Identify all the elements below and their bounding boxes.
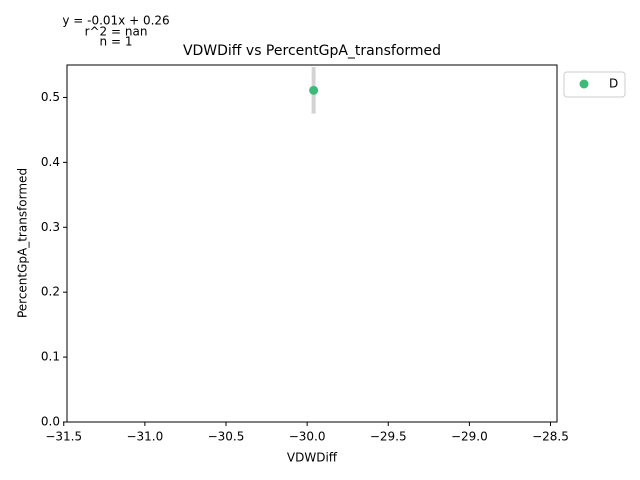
y-tick-label: 0.3	[41, 220, 60, 234]
legend-label: D	[609, 77, 618, 91]
x-tick-label: −31.0	[126, 430, 163, 444]
x-tick-label: −30.0	[289, 430, 326, 444]
y-tick-label: 0.1	[41, 350, 60, 364]
x-tick-label: −31.5	[45, 430, 82, 444]
annotation: n = 1	[100, 35, 133, 49]
x-axis-label: VDWDiff	[287, 451, 338, 465]
legend-marker	[579, 79, 589, 89]
y-axis-label: PercentGpA_transformed	[16, 168, 30, 318]
x-tick-label: −30.5	[208, 430, 245, 444]
y-tick-label: 0.4	[41, 155, 60, 169]
y-tick-label: 0.0	[41, 415, 60, 429]
x-tick-label: −29.5	[370, 430, 407, 444]
annotation: y = -0.01x + 0.26	[62, 14, 169, 28]
x-tick-label: −29.0	[451, 430, 488, 444]
legend-box	[563, 71, 626, 98]
point	[309, 85, 319, 95]
x-tick-label: −28.5	[532, 430, 569, 444]
plot-frame	[66, 64, 558, 423]
chart-title: VDWDiff vs PercentGpA_transformed	[183, 43, 441, 59]
y-tick-label: 0.5	[41, 90, 60, 104]
annotation: r^2 = nan	[85, 25, 148, 39]
y-tick-label: 0.2	[41, 285, 60, 299]
